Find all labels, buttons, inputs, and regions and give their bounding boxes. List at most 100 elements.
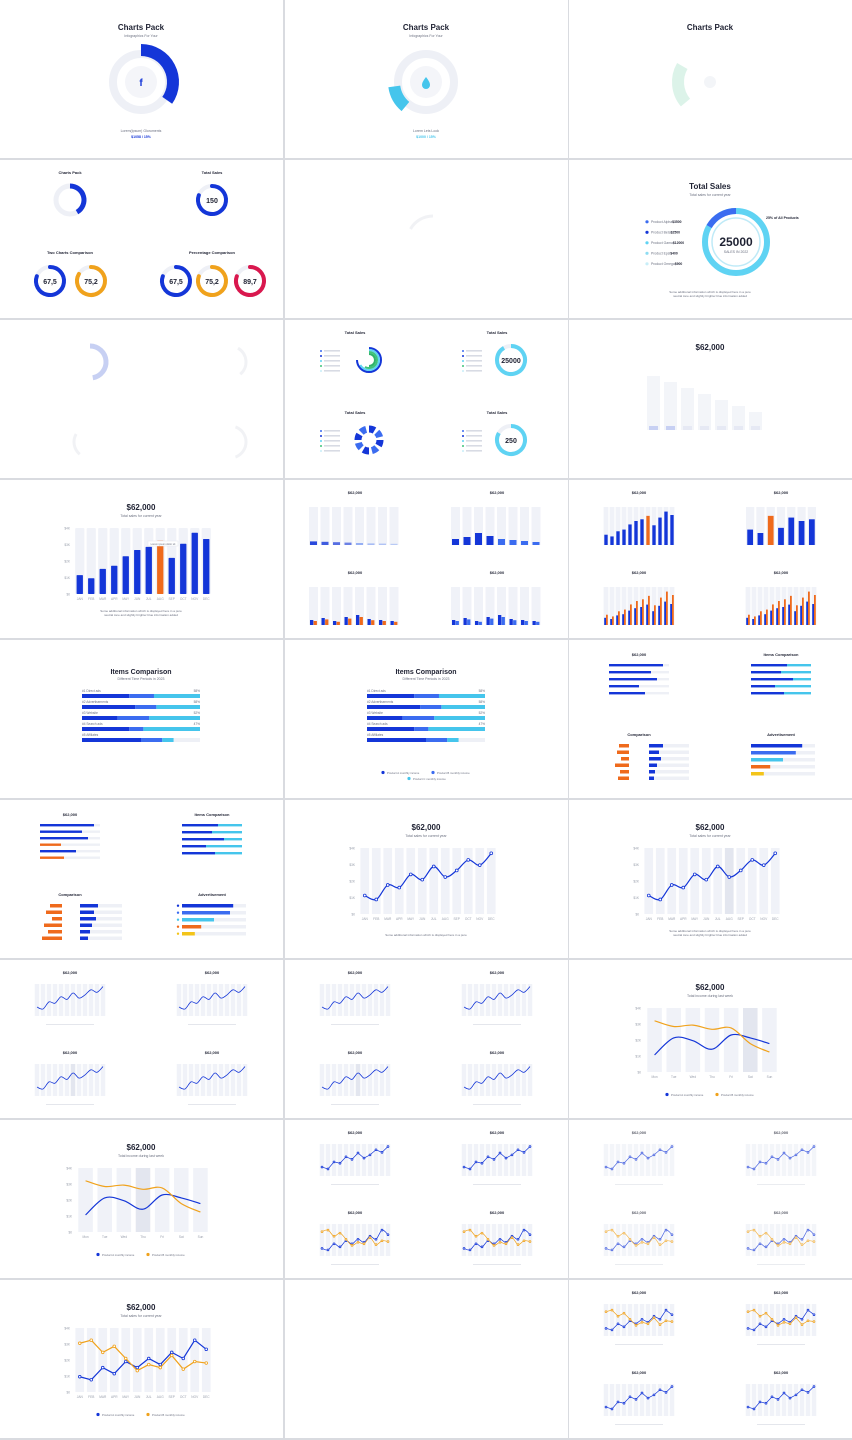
data-point (770, 1395, 774, 1399)
bar (88, 578, 95, 594)
line-column-bg (206, 1064, 212, 1096)
line-column-bg (467, 984, 473, 1016)
bar-column-bg (732, 406, 745, 430)
line-column-bg (627, 1144, 633, 1176)
line-column-bg (655, 848, 665, 914)
line-column-bg (757, 1224, 763, 1256)
line-column-bg (763, 1224, 769, 1256)
row-bar (751, 758, 783, 762)
line-quad-5: $62,000 $62,000 $62,000 $62,000 (569, 1280, 852, 1438)
line-chart-week: $62,000 Total income during last week $0 $1… (569, 960, 852, 1118)
data-point (320, 1165, 324, 1169)
data-point (344, 1237, 348, 1241)
data-point (634, 1158, 638, 1161)
y-tick-label: $1K (64, 1375, 71, 1379)
right-track (96, 917, 122, 921)
bar-column-bg (474, 507, 483, 545)
x-tick-label: Mon (82, 1235, 88, 1239)
items-comparison-2: Items Comparison Different Time Periods i… (285, 640, 568, 798)
mini-title: $62,000 (348, 970, 363, 975)
data-point (522, 1151, 526, 1154)
x-tick-label: MAY (122, 1395, 130, 1399)
bar-column-bg (309, 507, 318, 545)
stat-label: Lorem Lets Look (413, 129, 439, 133)
line-column-bg (331, 984, 337, 1016)
line-column-bg (503, 1144, 509, 1176)
row-bar (182, 831, 212, 834)
ring-progress-arc (672, 63, 691, 107)
bar (649, 426, 658, 430)
line-column-bg (621, 1384, 627, 1416)
bar (313, 621, 317, 625)
legend-label: Product A monthly income (102, 1253, 135, 1257)
mini-title: $62,000 (348, 490, 363, 495)
x-tick-label: Sat (748, 1075, 753, 1079)
line-quad-5-svg: $62,000 $62,000 $62,000 $62,000 (603, 1290, 817, 1425)
x-tick-label: FEB (88, 1395, 94, 1399)
data-point (788, 1156, 792, 1160)
data-point (320, 1247, 324, 1250)
bar-column-bg (355, 507, 364, 545)
line-chart-main-1: $62,000 Total sales for current year $0 $1K… (285, 800, 568, 958)
row-value: 58% (479, 689, 486, 693)
line-column-bg (155, 1328, 165, 1392)
line-column-bg (651, 1384, 657, 1416)
legend-text-line (324, 370, 340, 372)
bar-column-bg (485, 507, 495, 545)
legend-dot (96, 1252, 100, 1257)
line-column-bg (76, 1064, 82, 1096)
mini-title: $62,000 (632, 652, 647, 657)
bar (157, 540, 164, 594)
segment-arc (354, 432, 363, 441)
bar (532, 542, 540, 545)
bar (808, 519, 815, 545)
mini-legend-line (757, 1424, 805, 1425)
data-point (628, 1317, 632, 1321)
bar (344, 617, 348, 625)
data-point (604, 1405, 608, 1409)
legend-text-line (466, 360, 482, 362)
ring-outer-track (394, 50, 458, 114)
faded-bar-chart: $62,000 (569, 320, 852, 478)
bar (790, 595, 792, 625)
footnote: Some additional information which is dis… (669, 290, 751, 294)
data-point (727, 875, 732, 879)
line-column-bg (361, 1224, 367, 1256)
line-column-bg (651, 1304, 657, 1336)
data-point (362, 1242, 366, 1246)
data-point (368, 1236, 372, 1240)
drop-icon (422, 77, 430, 89)
line-column-bg (46, 1064, 52, 1096)
bar-column-bg (621, 587, 627, 625)
legend-dot (665, 1092, 669, 1097)
data-point (652, 1393, 656, 1397)
cell-subtitle: Total income during last week (118, 1154, 164, 1158)
data-point (782, 1237, 786, 1241)
row-bar (751, 678, 793, 681)
bar (628, 524, 632, 545)
right-bar (80, 930, 90, 934)
bar (806, 601, 808, 625)
data-point (628, 1395, 632, 1399)
mini-title: Total Sales (487, 410, 509, 415)
line-column-bg (64, 984, 70, 1016)
line-column-bg (521, 1144, 527, 1176)
data-point (670, 1313, 674, 1316)
data-point (646, 1322, 650, 1326)
line-column-bg (515, 1064, 521, 1096)
legend-dot (645, 220, 649, 224)
line-column-bg (793, 1384, 799, 1416)
line-column-bg (319, 1144, 325, 1176)
data-point (112, 1372, 116, 1376)
mini-legend-line (188, 1024, 236, 1025)
line-column-bg (503, 984, 509, 1016)
legend-label: Product B monthly income (152, 1253, 185, 1257)
data-point (800, 1323, 804, 1326)
line-column-bg (224, 984, 230, 1016)
bar (475, 621, 479, 625)
line-column-bg (467, 1064, 473, 1096)
stat-value: $1000 / 15% (416, 135, 437, 139)
x-tick-label: AUG (442, 917, 449, 921)
row-bar (751, 765, 771, 769)
segment-arc (368, 425, 377, 434)
